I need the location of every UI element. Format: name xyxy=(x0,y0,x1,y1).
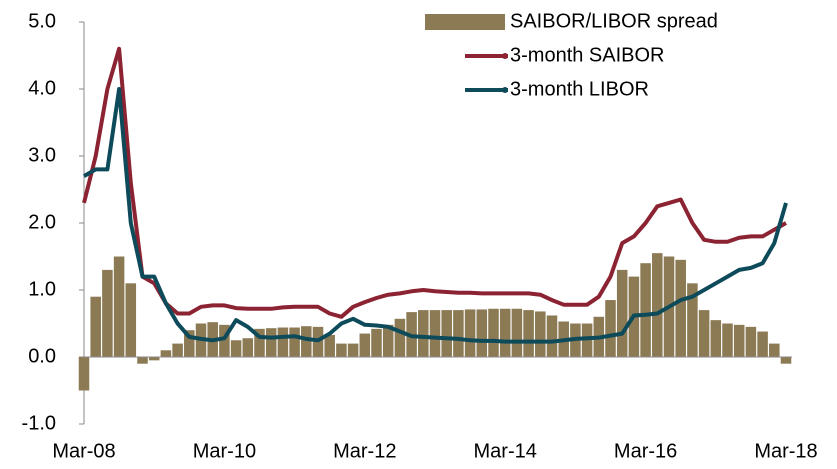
bar xyxy=(347,343,359,357)
bar xyxy=(90,296,101,357)
legend-label: 3-month SAIBOR xyxy=(510,44,665,66)
bar xyxy=(277,327,289,357)
bar xyxy=(581,323,593,357)
bar xyxy=(535,311,546,357)
x-tick-label: Mar-10 xyxy=(193,440,256,462)
bar xyxy=(219,324,230,357)
x-tick-label: Mar-08 xyxy=(52,440,115,462)
bar xyxy=(301,326,312,357)
bar xyxy=(511,308,523,357)
bar xyxy=(769,343,780,357)
bar xyxy=(160,350,172,357)
line xyxy=(82,46,787,319)
y-tick-label: 1.0 xyxy=(28,278,56,300)
legend-marker xyxy=(502,87,508,93)
bar xyxy=(453,310,464,357)
bar xyxy=(148,357,160,361)
bar xyxy=(745,326,757,357)
y-tick-label: 4.0 xyxy=(28,77,56,99)
bar xyxy=(464,309,476,357)
bar xyxy=(172,343,183,357)
bar xyxy=(675,259,686,357)
bar xyxy=(652,253,663,357)
bar xyxy=(780,357,792,364)
legend-swatch xyxy=(425,14,505,30)
bar xyxy=(102,269,113,357)
bar xyxy=(184,330,195,357)
y-tick-label: 0.0 xyxy=(28,345,56,367)
bar xyxy=(429,310,441,357)
bar xyxy=(733,324,745,357)
bar xyxy=(382,324,394,357)
x-tick-label: Mar-12 xyxy=(333,440,396,462)
bar xyxy=(137,357,148,364)
bar xyxy=(336,343,347,357)
bar xyxy=(616,269,628,357)
x-tick-label: Mar-14 xyxy=(474,440,537,462)
bar xyxy=(523,310,534,357)
y-tick-label: 2.0 xyxy=(28,211,56,233)
bar xyxy=(78,357,90,391)
bar xyxy=(710,320,722,357)
x-tick-label: Mar-16 xyxy=(614,440,677,462)
bar xyxy=(254,328,265,357)
bar xyxy=(757,331,768,357)
bar xyxy=(230,340,242,357)
y-tick-label: 3.0 xyxy=(28,144,56,166)
bar xyxy=(359,333,371,357)
x-tick-label: Mar-18 xyxy=(754,440,817,462)
bar xyxy=(488,308,499,357)
bar xyxy=(441,310,452,357)
legend-label: 3-month LIBOR xyxy=(510,78,649,100)
line xyxy=(83,87,788,344)
y-tick-label: -1.0 xyxy=(22,412,56,434)
bar xyxy=(394,318,406,357)
bar xyxy=(605,300,616,357)
bar xyxy=(698,310,710,357)
legend-marker xyxy=(502,53,508,59)
bar xyxy=(722,323,733,357)
bar xyxy=(289,327,300,357)
legend-label: SAIBOR/LIBOR spread xyxy=(510,10,718,32)
y-tick-label: 5.0 xyxy=(28,10,56,32)
bar xyxy=(125,283,137,357)
bar xyxy=(499,308,511,357)
bar xyxy=(418,310,429,357)
bar xyxy=(546,315,558,357)
bar xyxy=(371,328,382,357)
bar xyxy=(324,334,335,357)
bar xyxy=(476,309,488,357)
bar xyxy=(113,256,125,357)
bar xyxy=(687,283,698,357)
bar xyxy=(640,263,651,357)
bar xyxy=(242,338,254,357)
bar xyxy=(265,328,277,357)
